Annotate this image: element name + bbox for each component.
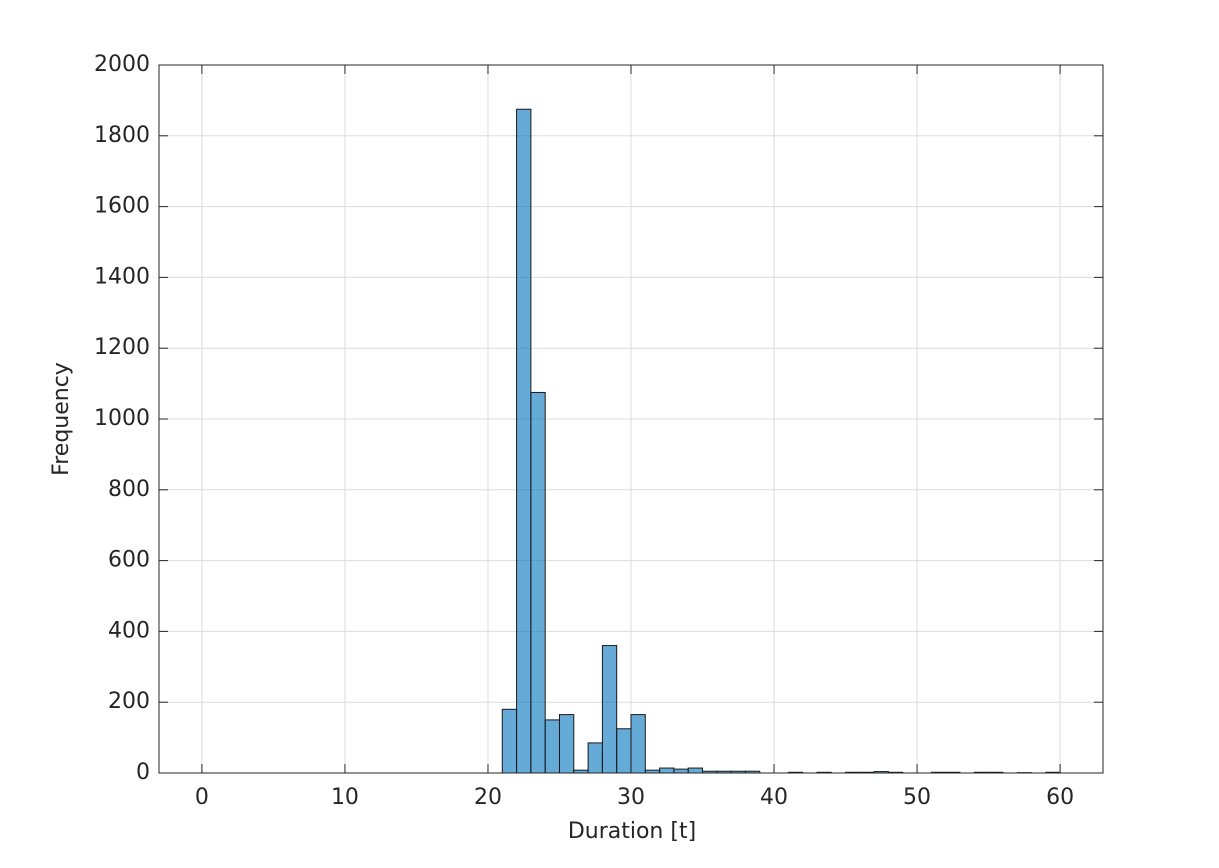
y-tick-label: 2000 [94,52,150,77]
bar [659,767,675,774]
bar [558,714,575,774]
x-tick-label: 30 [617,785,645,810]
x-tick-label: 60 [1046,785,1074,810]
bar [530,391,546,774]
bar [587,742,603,774]
y-tick-label: 800 [108,477,150,502]
bar [630,714,646,774]
bar [616,728,632,774]
bar [673,768,689,774]
y-tick-label: 0 [136,760,150,785]
x-axis-label: Duration [t] [568,819,696,844]
bar [516,108,532,774]
bar [544,719,560,774]
x-tick-label: 20 [474,785,502,810]
y-tick-label: 1400 [94,264,150,289]
y-tick-label: 1200 [94,335,150,360]
bar [501,708,518,774]
bar [601,645,618,774]
x-tick-label: 0 [195,785,209,810]
y-tick-label: 600 [108,548,150,573]
y-tick-label: 1600 [94,194,150,219]
y-tick-label: 400 [108,618,150,643]
bar [687,767,704,774]
y-axis-label: Frequency [49,362,74,476]
axes-box [158,64,1104,774]
x-tick-label: 50 [903,785,931,810]
x-tick-label: 10 [331,785,359,810]
y-tick-label: 200 [108,689,150,714]
x-tick-label: 40 [760,785,788,810]
y-tick-label: 1800 [94,123,150,148]
y-tick-label: 1000 [94,406,150,431]
